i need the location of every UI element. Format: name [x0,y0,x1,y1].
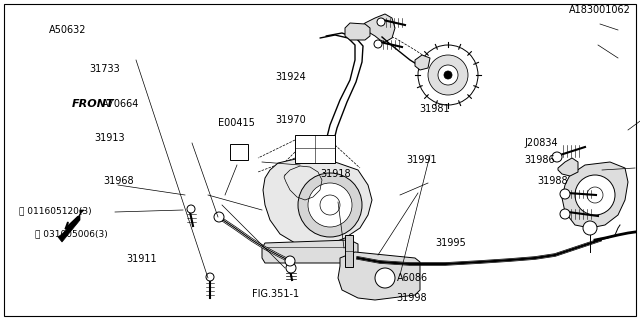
Polygon shape [262,240,358,263]
Circle shape [308,183,352,227]
Text: 31986: 31986 [525,155,556,165]
Circle shape [583,221,597,235]
Text: 31733: 31733 [90,64,120,74]
Text: 31988: 31988 [538,176,568,186]
Text: 31913: 31913 [94,132,125,143]
Circle shape [438,65,458,85]
Circle shape [418,45,478,105]
Polygon shape [360,14,395,42]
Text: J20834: J20834 [525,138,559,148]
Text: 31995: 31995 [435,238,466,248]
Text: A6086: A6086 [397,273,428,284]
Polygon shape [338,252,420,300]
Circle shape [552,152,562,162]
Circle shape [444,71,452,79]
Text: Ⓞ 031005006(3): Ⓞ 031005006(3) [35,229,108,238]
Text: 31998: 31998 [397,292,428,303]
Text: 31911: 31911 [126,254,157,264]
Circle shape [298,173,362,237]
Circle shape [206,273,214,281]
Circle shape [575,175,615,215]
Text: 31991: 31991 [406,155,437,165]
Text: 31968: 31968 [104,176,134,186]
Text: A183001062: A183001062 [568,4,630,15]
Polygon shape [415,55,430,70]
Circle shape [587,187,603,203]
Polygon shape [562,162,628,228]
Text: 31970: 31970 [275,115,306,125]
Text: A70664: A70664 [102,99,140,109]
Text: Ⓑ 011605120(3): Ⓑ 011605120(3) [19,207,92,216]
Circle shape [286,263,296,273]
Bar [345,235,353,267]
Circle shape [187,205,195,213]
Circle shape [560,189,570,199]
Bar [295,135,335,163]
Text: 31924: 31924 [275,72,306,82]
Circle shape [375,268,395,288]
Circle shape [560,209,570,219]
Circle shape [428,55,468,95]
Text: FIG.351-1: FIG.351-1 [252,289,299,300]
Text: FRONT: FRONT [72,99,115,109]
Polygon shape [558,158,578,176]
Polygon shape [263,158,372,246]
Circle shape [214,212,224,222]
Text: 31981: 31981 [419,104,450,114]
Text: E00415: E00415 [218,118,255,128]
Text: 31918: 31918 [320,169,351,180]
Text: A50632: A50632 [49,25,86,36]
Circle shape [377,18,385,26]
Polygon shape [345,23,370,40]
Circle shape [320,195,340,215]
Polygon shape [58,210,84,242]
Circle shape [285,256,295,266]
Bar [230,144,248,160]
Circle shape [374,40,382,48]
